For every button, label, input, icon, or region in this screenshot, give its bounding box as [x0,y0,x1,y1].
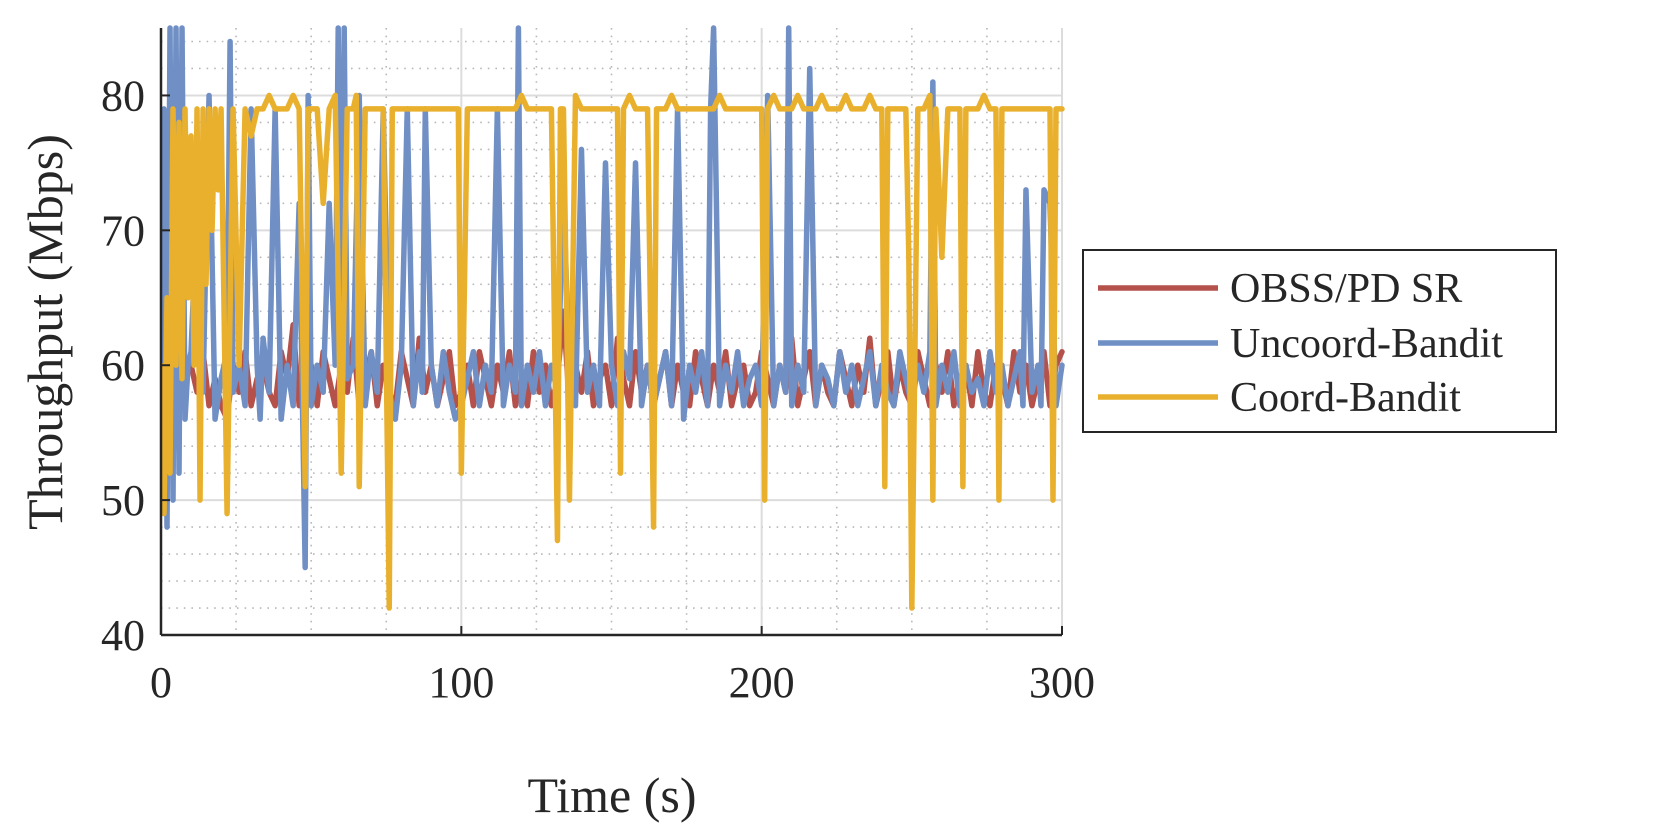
y-tick-label: 70 [101,206,145,255]
axes [159,28,1063,637]
legend: OBSS/PD SR Uncoord-Bandit Coord-Bandit [1082,249,1557,433]
x-tick-label: 100 [428,658,494,707]
x-tick-label: 200 [729,658,795,707]
y-axis-label: Throughput (Mbps) [17,134,73,530]
series-line-coord-bandit [161,92,1065,611]
y-tick-label: 60 [101,341,145,390]
tick-labels: 0 100 200 300 40 50 60 70 80 [101,71,1095,707]
legend-label: Coord-Bandit [1230,375,1461,421]
series-lines [161,25,1065,611]
x-tick-label: 300 [1029,658,1095,707]
y-tick-label: 50 [101,476,145,525]
legend-label: Uncoord-Bandit [1230,321,1503,367]
x-tick-label: 0 [150,658,172,707]
y-tick-label: 40 [101,611,145,660]
x-axis-label: Time (s) [527,767,696,823]
legend-label: OBSS/PD SR [1230,266,1462,312]
y-tick-label: 80 [101,71,145,120]
